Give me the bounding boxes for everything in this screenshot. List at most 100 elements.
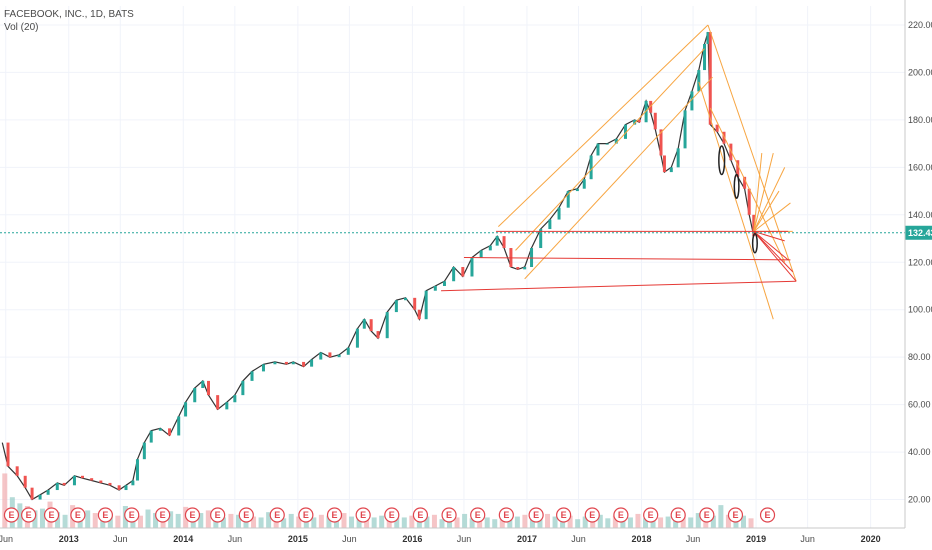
orange-trend-line (753, 167, 786, 232)
earnings-label: E (417, 510, 423, 520)
earnings-circle (556, 507, 572, 523)
earnings-label: E (360, 510, 366, 520)
volume-bar (605, 518, 611, 528)
price-candle (452, 267, 456, 282)
price-tick-label: 80.00 (908, 352, 931, 362)
volume-bar (386, 516, 392, 528)
symbol-title[interactable]: FACEBOOK, INC., 1D, BATS (4, 9, 134, 20)
time-tick-label: 2013 (59, 534, 79, 544)
price-candle (184, 402, 188, 417)
volume-indicator-label[interactable]: Vol (20) (4, 22, 39, 33)
earnings-circle (670, 507, 686, 523)
price-candle (557, 207, 561, 220)
volume-bar (85, 510, 91, 528)
price-candle (488, 245, 492, 251)
last-price-label: 132.43 (908, 228, 932, 238)
price-tick-label: 20.00 (908, 495, 931, 505)
volume-bar (92, 513, 98, 528)
price-candle (250, 371, 254, 381)
volume-bar (658, 517, 664, 528)
price-candle (743, 176, 747, 189)
price-candle (193, 388, 197, 403)
volume-bar (462, 513, 468, 528)
volume-bar (695, 513, 701, 528)
volume-bar (266, 512, 272, 528)
price-candle (703, 43, 707, 71)
time-tick-label: Jun (113, 534, 128, 544)
orange-trend-line (753, 202, 791, 232)
earnings-circle (155, 507, 171, 523)
volume-bar (220, 517, 226, 528)
price-axis[interactable]: 220.00 200.00 180.00 160.00 140.00 120.00 100.… (904, 0, 932, 528)
earnings-circle (643, 507, 659, 523)
price-tick-label: 140.00 (908, 210, 932, 220)
earnings-circle (298, 507, 314, 523)
price-candle (633, 119, 637, 125)
price-candle (124, 485, 128, 491)
earnings-label: E (675, 510, 681, 520)
volume-bar (718, 505, 724, 528)
earnings-circle (238, 507, 254, 523)
price-candle (676, 148, 680, 168)
price-candle (23, 475, 27, 488)
volume-bar (484, 517, 490, 528)
earnings-label: E (8, 510, 14, 520)
volume-bar (409, 515, 415, 528)
price-candle (752, 214, 756, 237)
price-tick-label: 60.00 (908, 400, 931, 410)
time-tick-label: 2019 (746, 534, 766, 544)
price-candle (662, 155, 666, 173)
ellipse-annotation (718, 145, 726, 176)
price-candle (376, 331, 380, 339)
orange-trend-line (698, 81, 774, 320)
price-candle (291, 361, 295, 365)
volume-bar (507, 518, 513, 528)
price-candle (135, 459, 139, 481)
volume-bar (635, 513, 641, 528)
price-candle (177, 416, 181, 436)
earnings-label: E (389, 510, 395, 520)
earnings-circle (21, 507, 37, 523)
volume-bar (710, 515, 716, 528)
volume-bar (469, 518, 475, 528)
volume-bar (688, 517, 694, 528)
volume-bar (492, 519, 498, 528)
volume-bar (326, 515, 332, 528)
ellipse-annotation (733, 173, 740, 199)
price-candle (225, 402, 229, 410)
price-candle (72, 475, 76, 486)
earnings-label: E (49, 510, 55, 520)
earnings-label: E (303, 510, 309, 520)
volume-bar (17, 503, 23, 528)
trend-drawings[interactable] (441, 24, 797, 320)
red-trend-line (753, 231, 797, 282)
price-candle (337, 354, 341, 358)
price-candle (424, 290, 428, 320)
price-candle (233, 395, 237, 403)
price-candle (623, 124, 627, 139)
price-candle (582, 179, 586, 189)
volume-bar (205, 510, 211, 528)
volume-bar (2, 473, 8, 528)
price-candle (241, 380, 245, 396)
orange-trend-line (497, 24, 709, 228)
earnings-label: E (129, 510, 135, 520)
volume-bar (394, 513, 400, 528)
price-candle (273, 361, 277, 365)
price-candle (683, 110, 687, 149)
earnings-circle (70, 507, 86, 523)
volume-bar (62, 514, 68, 528)
earnings-circle (124, 507, 140, 523)
volume-bar (567, 515, 573, 528)
red-trend-line (753, 230, 785, 242)
time-tick-label: Jun (228, 534, 243, 544)
time-axis[interactable]: Jun 2013 Jun 2014 Jun 2015 Jun 2016 Jun 2017 Jun 20… (0, 527, 905, 544)
volume-bar (560, 517, 566, 528)
earnings-label: E (589, 510, 595, 520)
earnings-label: E (533, 510, 539, 520)
price-candle (502, 236, 506, 249)
volume-bar (575, 519, 581, 528)
earnings-label: E (189, 510, 195, 520)
earnings-label: E (704, 510, 710, 520)
